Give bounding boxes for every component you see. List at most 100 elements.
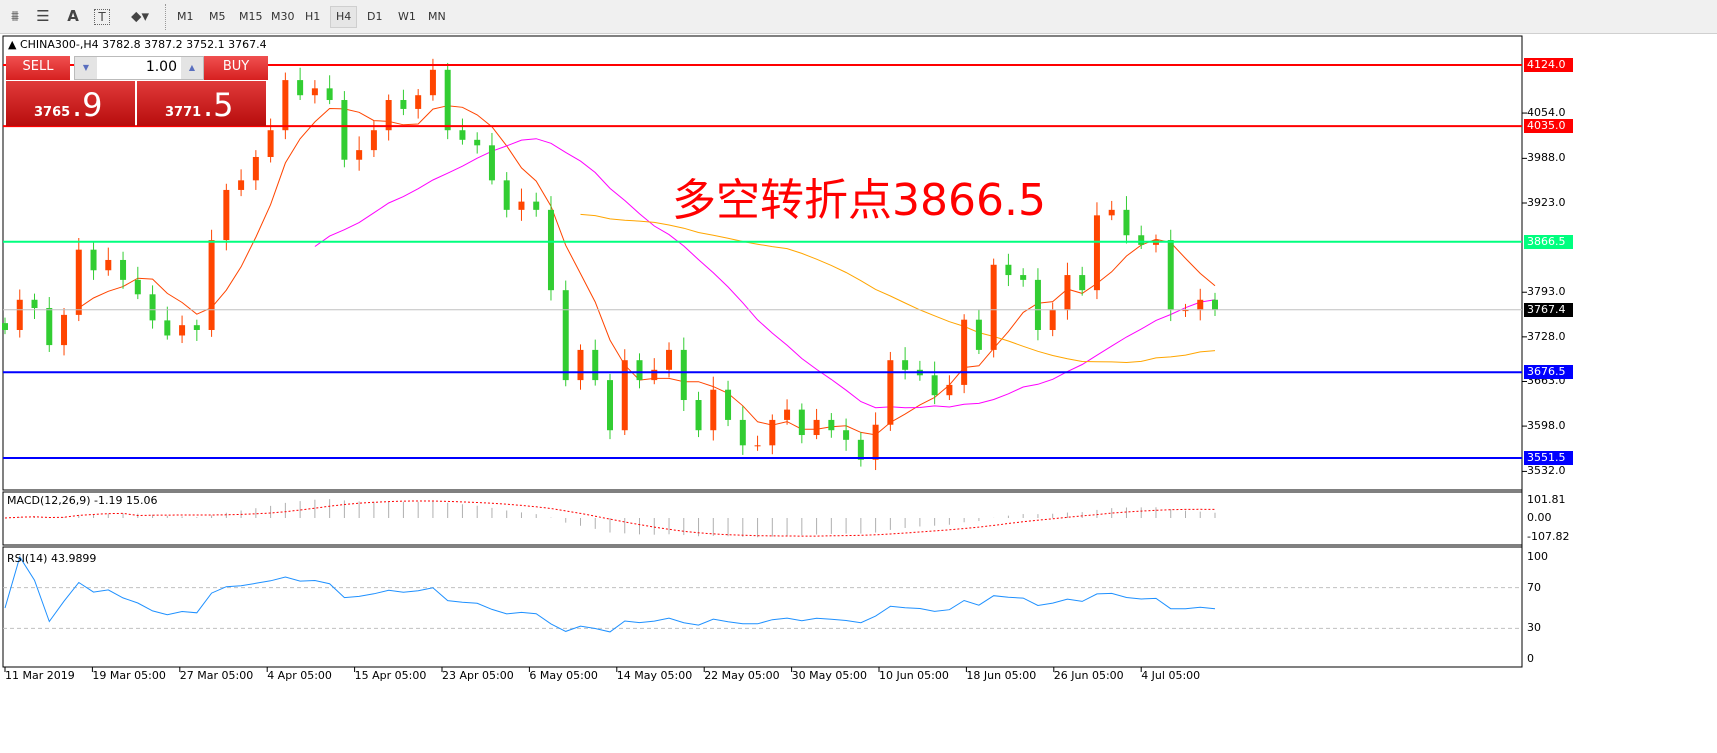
buy-button[interactable]: BUY: [204, 56, 268, 80]
timeframe-m5[interactable]: M5: [209, 10, 226, 23]
candle-body: [356, 150, 363, 160]
candle-body: [547, 209, 554, 291]
chart-window[interactable]: [2, 35, 1715, 753]
candle-body: [1005, 264, 1012, 276]
candle-body: [2, 323, 8, 330]
candle-body: [1123, 209, 1130, 236]
y-tick-label: 3598.0: [1527, 419, 1566, 433]
text-icon[interactable]: A: [67, 7, 79, 25]
text-label-icon[interactable]: T: [94, 9, 110, 25]
candle-body: [621, 360, 628, 431]
candle-body: [459, 130, 466, 140]
candle-body: [488, 145, 495, 181]
lot-increase-icon[interactable]: ▲: [181, 57, 203, 79]
symbol-ohlc-text: CHINA300-,H4 3782.8 3787.2 3752.1 3767.4: [19, 38, 267, 51]
arrows-icon[interactable]: ⬥▾: [130, 7, 150, 25]
sell-price[interactable]: 3765 .9: [6, 81, 135, 126]
rsi-tick-label: 100: [1527, 550, 1548, 563]
timeframe-m15[interactable]: M15: [239, 10, 263, 23]
candle-body: [1064, 275, 1071, 311]
candle-body: [636, 360, 643, 381]
toolbar-separator: [165, 4, 168, 30]
candle-body: [31, 299, 38, 309]
candle-body: [105, 259, 112, 271]
candle-body: [297, 80, 304, 96]
x-tick-label: 15 Apr 05:00: [354, 669, 427, 682]
candle-body: [1079, 275, 1086, 291]
candle-body: [695, 400, 702, 431]
candle-body: [16, 299, 23, 330]
candle-body: [562, 290, 569, 381]
rsi-tick-label: 0: [1527, 652, 1534, 665]
candle-body: [798, 409, 805, 436]
timeframe-mn[interactable]: MN: [428, 10, 446, 23]
candle-body: [902, 360, 909, 370]
candle-body: [680, 349, 687, 401]
candle-body: [857, 439, 864, 460]
candle-body: [149, 294, 156, 321]
rsi-tick-label: 30: [1527, 621, 1541, 635]
x-tick-label: 27 Mar 05:00: [179, 669, 254, 682]
timeframe-m1[interactable]: M1: [177, 10, 194, 23]
candle-body: [725, 389, 732, 420]
candle-body: [282, 80, 289, 131]
candle-body: [666, 349, 673, 370]
candle-body: [592, 349, 599, 381]
candle-body: [1020, 275, 1027, 280]
x-tick-label: 23 Apr 05:00: [442, 669, 514, 682]
timeframe-h1[interactable]: H1: [305, 10, 321, 23]
candle-body: [474, 139, 481, 146]
rsi-line: [4, 555, 1216, 633]
timeframe-w1[interactable]: W1: [398, 10, 416, 23]
candle-body: [223, 189, 230, 241]
level-tag-4124.0: 4124.0: [1524, 58, 1573, 72]
candle-body: [828, 419, 835, 431]
candle-body: [961, 319, 968, 385]
x-tick-label: 11 Mar 2019: [5, 669, 75, 682]
candle-body: [326, 88, 333, 101]
candle-body: [651, 369, 658, 381]
candle-body: [931, 375, 938, 396]
fibonacci-icon[interactable]: ☰: [36, 7, 50, 25]
buy-price-main: 3771: [165, 105, 202, 120]
lot-size-input[interactable]: ▼ 1.00 ▲: [74, 56, 204, 80]
timeframe-h4[interactable]: H4: [330, 6, 358, 28]
candle-body: [90, 249, 97, 271]
candle-body: [607, 380, 613, 431]
fast-ma-line: [78, 105, 1216, 436]
candle-body: [193, 325, 200, 330]
candle-body: [1034, 279, 1041, 330]
candle-body: [1212, 299, 1218, 310]
timeframe-m30[interactable]: M30: [271, 10, 295, 23]
elliott-wave-icon[interactable]: ⩩: [10, 7, 19, 25]
x-tick-label: 10 Jun 05:00: [879, 669, 949, 682]
current-price-tag: 3767.4: [1524, 302, 1573, 317]
x-tick-label: 4 Apr 05:00: [267, 669, 332, 682]
candle-body: [385, 100, 392, 131]
buy-price[interactable]: 3771 .5: [137, 81, 266, 126]
candle-body: [179, 325, 186, 336]
x-tick-label: 14 May 05:00: [616, 669, 693, 682]
collapse-triangle-icon[interactable]: ▲: [8, 38, 20, 51]
candle-body: [134, 279, 141, 295]
candle-body: [533, 201, 540, 210]
candle-body: [990, 264, 997, 350]
sell-price-pips: .9: [72, 86, 103, 124]
sell-button[interactable]: SELL: [6, 56, 70, 80]
candle-body: [75, 249, 82, 315]
long-ma-line: [580, 213, 1216, 364]
timeframe-d1[interactable]: D1: [367, 10, 383, 23]
sell-price-main: 3765: [34, 105, 71, 120]
macd-tick-label: 101.81: [1527, 493, 1566, 506]
candle-body: [518, 201, 525, 210]
y-tick-label: 3923.0: [1527, 195, 1566, 209]
lot-value[interactable]: 1.00: [145, 59, 177, 75]
x-tick-label: 26 Jun 05:00: [1053, 669, 1124, 682]
macd-label: MACD(12,26,9) -1.19 15.06: [7, 494, 158, 507]
lot-decrease-icon[interactable]: ▼: [75, 57, 97, 79]
x-tick-label: 22 May 05:00: [704, 669, 780, 682]
candle-body: [503, 180, 510, 210]
rsi-label: RSI(14) 43.9899: [7, 552, 97, 565]
candle-body: [120, 259, 127, 280]
